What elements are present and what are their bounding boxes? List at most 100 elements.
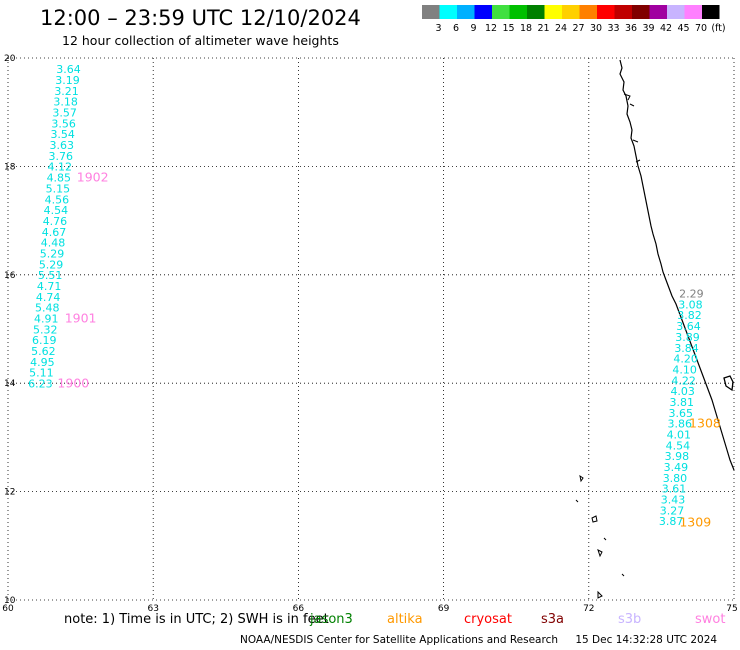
wave-height-value: 2.29 xyxy=(679,288,704,301)
wave-height-value: 3.57 xyxy=(52,107,77,120)
satellite-name-cryosat: cryosat xyxy=(464,612,512,627)
legend-label: 45 xyxy=(677,23,689,34)
page-subtitle: 12 hour collection of altimeter wave hei… xyxy=(62,33,339,48)
wave-height-value: 3.27 xyxy=(660,504,685,517)
satellite-name-s3b: s3b xyxy=(618,612,642,627)
wave-height-value: 3.84 xyxy=(674,342,699,355)
wave-height-value: 5.11 xyxy=(29,367,54,380)
wave-height-value: 3.89 xyxy=(675,331,700,344)
wave-height-value: 3.80 xyxy=(663,472,688,485)
wave-height-value: 3.54 xyxy=(50,128,75,141)
lat-tick-label: 20 xyxy=(4,54,16,64)
island-2 xyxy=(579,474,584,483)
pass-time-labels: 1902 1901 1900 1308 1309 xyxy=(57,170,720,530)
lat-tick-label: 14 xyxy=(4,379,16,389)
wave-height-value: 6.19 xyxy=(32,334,57,347)
pass-time-label: 1902 xyxy=(77,170,109,185)
credit-line: NOAA/NESDIS Center for Satellite Applica… xyxy=(240,634,717,646)
legend-swatch xyxy=(597,5,615,19)
lon-tick-label: 63 xyxy=(147,604,158,614)
island-4 xyxy=(597,549,603,558)
credit-text: NOAA/NESDIS Center for Satellite Applica… xyxy=(240,634,558,646)
legend-label: 21 xyxy=(537,23,549,34)
wave-height-value: 3.64 xyxy=(56,63,81,76)
legend-swatch xyxy=(562,5,580,19)
legend-label: 6 xyxy=(453,23,459,34)
island-3 xyxy=(591,515,598,523)
timestamp-text: 15 Dec 14:32:28 UTC 2024 xyxy=(575,634,718,646)
legend-swatch xyxy=(632,5,650,19)
wave-height-value: 4.54 xyxy=(666,439,691,452)
map-grid: 60 63 66 69 72 75 10 12 14 16 18 20 xyxy=(2,54,737,614)
legend-swatch xyxy=(614,5,632,19)
legend-swatch xyxy=(422,5,440,19)
wave-height-value: 4.12 xyxy=(48,161,73,174)
wave-height-value: 3.76 xyxy=(49,150,74,163)
legend-swatch xyxy=(684,5,702,19)
legend-swatch xyxy=(527,5,545,19)
wave-height-value: 3.98 xyxy=(665,450,690,463)
lon-tick-label: 75 xyxy=(726,604,737,614)
wave-height-value: 3.19 xyxy=(55,74,80,87)
pass-time-label: 1901 xyxy=(65,310,97,325)
island-5 xyxy=(597,590,603,599)
legend-label: 27 xyxy=(572,23,584,34)
legend-swatch xyxy=(667,5,685,19)
legend-label: 36 xyxy=(625,23,637,34)
lat-tick-label: 10 xyxy=(4,596,16,606)
legend-swatch xyxy=(474,5,492,19)
legend-swatch xyxy=(439,5,457,19)
wave-height-value: 4.10 xyxy=(672,363,697,376)
legend-swatch xyxy=(492,5,510,19)
footer-note: note: 1) Time is in UTC; 2) SWH is in fe… xyxy=(64,612,329,627)
satellite-name-altika: altika xyxy=(387,612,423,627)
wave-height-value: 4.03 xyxy=(670,385,695,398)
altimeter-tracks: 3.643.193.213.183.573.563.543.633.764.12… xyxy=(28,63,703,528)
wave-height-value: 4.54 xyxy=(44,204,69,217)
wave-height-value: 3.08 xyxy=(678,298,703,311)
wave-height-value: 3.86 xyxy=(668,418,693,431)
wave-height-value: 4.48 xyxy=(41,237,66,250)
wave-height-value: 3.43 xyxy=(661,494,686,507)
lat-tick-label: 18 xyxy=(4,162,16,172)
pass-time-label: 1308 xyxy=(689,416,721,431)
legend-label: 30 xyxy=(590,23,602,34)
wave-height-value: 4.95 xyxy=(30,356,55,369)
legend-swatch xyxy=(544,5,562,19)
legend-label: 15 xyxy=(502,23,514,34)
coastline xyxy=(575,59,735,599)
wave-height-value: 4.91 xyxy=(34,312,59,325)
lon-tick-label: 69 xyxy=(438,604,450,614)
legend-label: 33 xyxy=(607,23,619,34)
wave-height-value: 3.81 xyxy=(669,396,694,409)
legend-swatch xyxy=(457,5,475,19)
legend-label: 39 xyxy=(642,23,654,34)
coast-detail-1 xyxy=(623,93,641,163)
wave-height-value: 4.20 xyxy=(673,353,698,366)
wave-height-value: 5.29 xyxy=(39,258,64,271)
wave-height-value: 3.18 xyxy=(53,96,78,109)
wave-height-value: 3.65 xyxy=(669,407,694,420)
wave-height-value: 4.01 xyxy=(667,428,692,441)
legend-label: 42 xyxy=(660,23,672,34)
legend-label: 70 xyxy=(695,23,707,34)
page-title: 12:00 – 23:59 UTC 12/10/2024 xyxy=(40,6,361,30)
wave-height-value: 5.29 xyxy=(40,247,65,260)
satellite-name-swot: swot xyxy=(695,612,726,627)
note-text: note: 1) Time is in UTC; 2) SWH is in fe… xyxy=(64,612,329,627)
color-legend: 3 6 9 12 15 18 21 24 27 30 33 36 39 42 45 70 (ft) xyxy=(422,5,726,34)
legend-label: 24 xyxy=(555,23,567,34)
legend-swatch xyxy=(649,5,667,19)
legend-label: 18 xyxy=(520,23,532,34)
lat-tick-label: 12 xyxy=(4,488,15,498)
island-1 xyxy=(723,375,734,392)
wave-height-value: 3.56 xyxy=(51,117,76,130)
wave-height-value: 3.63 xyxy=(49,139,74,152)
satellite-name-jason3: jason3 xyxy=(310,612,353,627)
wave-height-value: 4.71 xyxy=(37,280,62,293)
wave-height-value: 3.49 xyxy=(664,461,689,474)
lon-tick-label: 72 xyxy=(583,604,594,614)
wave-height-value: 6.23 xyxy=(28,378,53,391)
wave-height-value: 4.56 xyxy=(45,193,70,206)
